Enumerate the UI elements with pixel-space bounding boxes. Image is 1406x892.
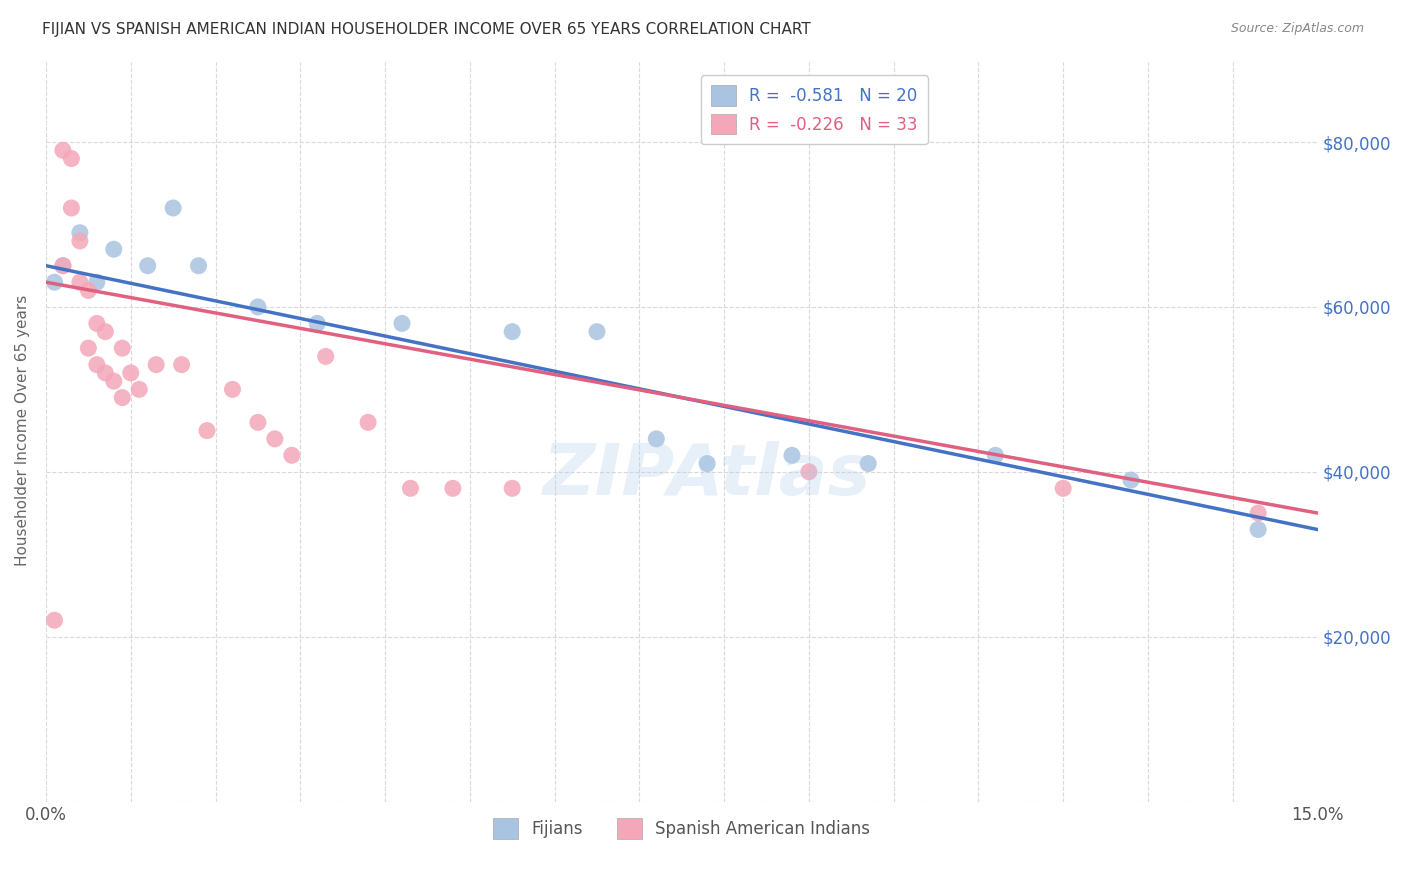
Point: [52, 259, 75, 273]
Legend: Fijians, Spanish American Indians: Fijians, Spanish American Indians: [486, 812, 877, 846]
Point: [1052, 481, 1074, 495]
Point: [44, 613, 66, 627]
Point: [52, 259, 75, 273]
Point: [246, 300, 269, 314]
Point: [86, 317, 108, 331]
Point: [586, 325, 609, 339]
Text: Source: ZipAtlas.com: Source: ZipAtlas.com: [1230, 22, 1364, 36]
Point: [195, 424, 218, 438]
Y-axis label: Householder Income Over 65 years: Householder Income Over 65 years: [15, 295, 30, 566]
Point: [60, 201, 83, 215]
Point: [281, 448, 304, 462]
Point: [263, 432, 285, 446]
Point: [1247, 523, 1270, 537]
Text: ZIPAtlas: ZIPAtlas: [543, 441, 872, 509]
Point: [94, 366, 117, 380]
Point: [94, 325, 117, 339]
Text: FIJIAN VS SPANISH AMERICAN INDIAN HOUSEHOLDER INCOME OVER 65 YEARS CORRELATION C: FIJIAN VS SPANISH AMERICAN INDIAN HOUSEH…: [42, 22, 811, 37]
Point: [246, 415, 269, 429]
Point: [111, 341, 134, 355]
Point: [162, 201, 184, 215]
Point: [52, 143, 75, 157]
Point: [69, 275, 91, 289]
Point: [187, 259, 209, 273]
Point: [136, 259, 159, 273]
Point: [221, 383, 243, 397]
Point: [780, 448, 803, 462]
Point: [69, 234, 91, 248]
Point: [391, 317, 413, 331]
Point: [501, 481, 523, 495]
Point: [103, 374, 125, 388]
Point: [111, 391, 134, 405]
Point: [501, 325, 523, 339]
Point: [441, 481, 464, 495]
Point: [696, 457, 718, 471]
Point: [645, 432, 668, 446]
Point: [69, 226, 91, 240]
Point: [1247, 506, 1270, 520]
Point: [145, 358, 167, 372]
Point: [86, 275, 108, 289]
Point: [1119, 473, 1142, 487]
Point: [399, 481, 422, 495]
Point: [858, 457, 880, 471]
Point: [170, 358, 193, 372]
Point: [128, 383, 150, 397]
Point: [357, 415, 380, 429]
Point: [315, 350, 337, 364]
Point: [44, 275, 66, 289]
Point: [103, 242, 125, 256]
Point: [120, 366, 142, 380]
Point: [307, 317, 329, 331]
Point: [77, 341, 100, 355]
Point: [60, 152, 83, 166]
Point: [86, 358, 108, 372]
Point: [984, 448, 1007, 462]
Point: [797, 465, 820, 479]
Point: [77, 284, 100, 298]
